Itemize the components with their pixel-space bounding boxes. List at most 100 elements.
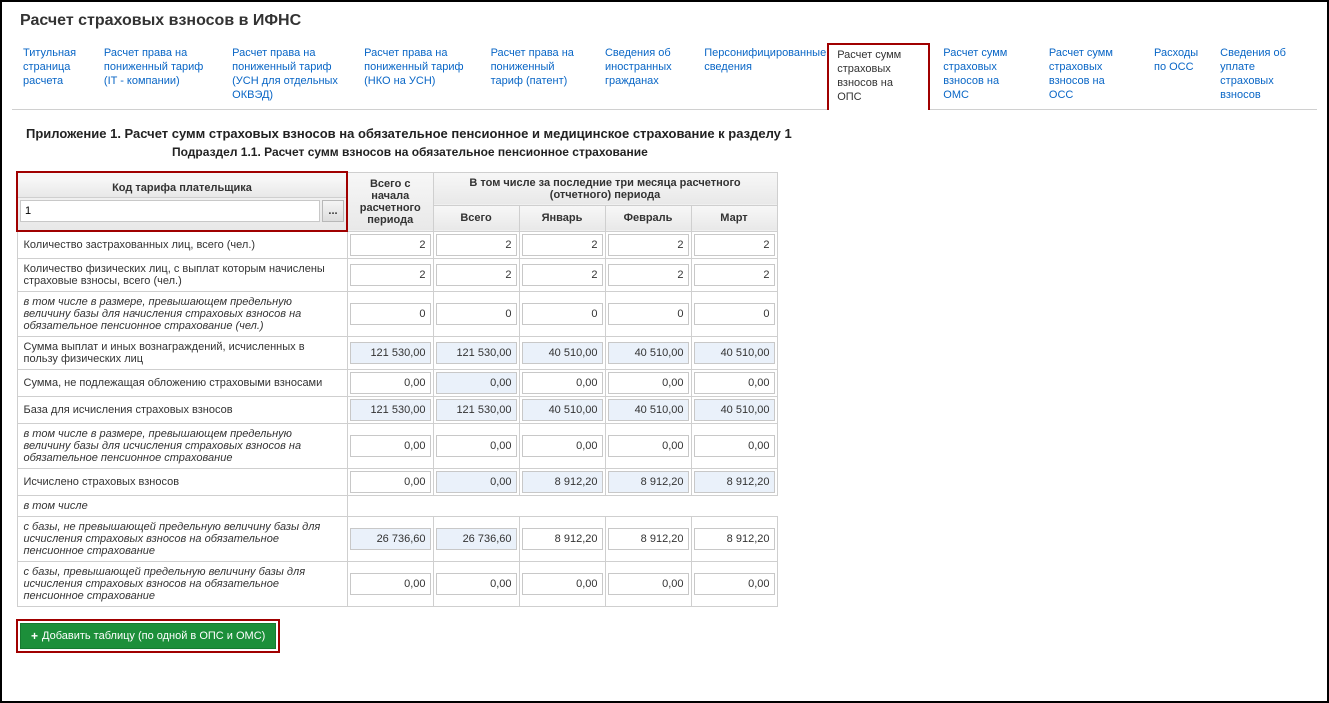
value-input[interactable] (436, 372, 517, 394)
value-input[interactable] (694, 528, 775, 550)
table-row: Исчислено страховых взносов (17, 468, 777, 495)
value-cell (347, 336, 433, 369)
tariff-header-cell: Код тарифа плательщика ... (17, 172, 347, 231)
empty-cell (433, 495, 519, 516)
value-input[interactable] (608, 264, 689, 286)
value-input[interactable] (436, 471, 517, 493)
value-input[interactable] (350, 399, 431, 421)
value-input[interactable] (694, 435, 775, 457)
value-input[interactable] (522, 264, 603, 286)
value-input[interactable] (436, 342, 517, 364)
row-label: в том числе в размере, превышающем преде… (17, 291, 347, 336)
tab-foreign[interactable]: Сведения об иностранных гражданах (596, 42, 691, 109)
value-input[interactable] (608, 528, 689, 550)
value-cell (519, 291, 605, 336)
value-input[interactable] (608, 471, 689, 493)
value-input[interactable] (608, 342, 689, 364)
value-input[interactable] (694, 264, 775, 286)
value-input[interactable] (608, 399, 689, 421)
value-cell (691, 516, 777, 561)
value-input[interactable] (350, 471, 431, 493)
value-cell (691, 468, 777, 495)
value-cell (433, 291, 519, 336)
value-input[interactable] (694, 234, 775, 256)
tab-right-patent[interactable]: Расчет права на пониженный тариф (патент… (482, 42, 592, 109)
row-label: Сумма выплат и иных вознаграждений, исчи… (17, 336, 347, 369)
value-input[interactable] (608, 372, 689, 394)
value-input[interactable] (436, 399, 517, 421)
tab-personified[interactable]: Персонифицированные сведения (695, 42, 823, 109)
tariff-browse-button[interactable]: ... (322, 200, 344, 222)
value-input[interactable] (436, 573, 517, 595)
value-input[interactable] (694, 342, 775, 364)
col-month2-header: Февраль (605, 205, 691, 231)
col-group-header: В том числе за последние три месяца расч… (433, 172, 777, 205)
tab-ops[interactable]: Расчет сумм страховых взносов на ОПС (827, 43, 930, 110)
value-input[interactable] (522, 342, 603, 364)
col-month1-header: Январь (519, 205, 605, 231)
value-input[interactable] (350, 435, 431, 457)
value-input[interactable] (522, 399, 603, 421)
tab-right-nko-usn[interactable]: Расчет права на пониженный тариф (НКО на… (355, 42, 477, 109)
value-cell (433, 423, 519, 468)
tab-oss-expenses[interactable]: Расходы по ОСС (1145, 42, 1207, 109)
value-cell (605, 468, 691, 495)
tab-right-usn-okved[interactable]: Расчет права на пониженный тариф (УСН дл… (223, 42, 351, 109)
value-input[interactable] (350, 303, 431, 325)
value-input[interactable] (436, 234, 517, 256)
value-cell (519, 231, 605, 258)
value-cell (347, 516, 433, 561)
plus-icon: + (31, 629, 38, 643)
empty-cell (519, 495, 605, 516)
value-cell (519, 516, 605, 561)
value-input[interactable] (608, 573, 689, 595)
value-input[interactable] (694, 471, 775, 493)
value-cell (347, 561, 433, 606)
value-input[interactable] (694, 399, 775, 421)
value-input[interactable] (522, 303, 603, 325)
value-input[interactable] (608, 234, 689, 256)
tab-title-page[interactable]: Титульная страница расчета (14, 42, 91, 109)
value-input[interactable] (436, 264, 517, 286)
value-input[interactable] (694, 573, 775, 595)
row-label: с базы, превышающей предельную величину … (17, 561, 347, 606)
value-input[interactable] (522, 372, 603, 394)
value-cell (605, 258, 691, 291)
value-cell (433, 336, 519, 369)
value-input[interactable] (350, 528, 431, 550)
row-label: в том числе в размере, превышающем преде… (17, 423, 347, 468)
value-input[interactable] (694, 372, 775, 394)
value-input[interactable] (522, 471, 603, 493)
tab-payment-info[interactable]: Сведения об уплате страховых взносов (1211, 42, 1311, 109)
tab-oss[interactable]: Расчет сумм страховых взносов на ОСС (1040, 42, 1141, 109)
col-month3-header: Март (691, 205, 777, 231)
value-cell (433, 396, 519, 423)
value-input[interactable] (436, 303, 517, 325)
value-cell (605, 396, 691, 423)
value-input[interactable] (350, 372, 431, 394)
value-input[interactable] (436, 528, 517, 550)
tariff-code-input[interactable] (20, 200, 320, 222)
value-input[interactable] (350, 573, 431, 595)
add-table-button[interactable]: + Добавить таблицу (по одной в ОПС и ОМС… (20, 623, 276, 649)
value-input[interactable] (522, 573, 603, 595)
tabs-bar: Титульная страница расчета Расчет права … (12, 42, 1317, 110)
value-input[interactable] (350, 264, 431, 286)
value-input[interactable] (350, 234, 431, 256)
value-input[interactable] (522, 435, 603, 457)
value-input[interactable] (608, 303, 689, 325)
value-cell (605, 423, 691, 468)
value-input[interactable] (350, 342, 431, 364)
value-cell (605, 291, 691, 336)
value-input[interactable] (522, 528, 603, 550)
tab-oms[interactable]: Расчет сумм страховых взносов на ОМС (934, 42, 1036, 109)
value-input[interactable] (522, 234, 603, 256)
value-input[interactable] (694, 303, 775, 325)
value-cell (691, 561, 777, 606)
value-cell (433, 231, 519, 258)
value-cell (433, 468, 519, 495)
tab-right-it[interactable]: Расчет права на пониженный тариф (IT - к… (95, 42, 219, 109)
value-input[interactable] (608, 435, 689, 457)
table-row: Сумма выплат и иных вознаграждений, исчи… (17, 336, 777, 369)
value-input[interactable] (436, 435, 517, 457)
